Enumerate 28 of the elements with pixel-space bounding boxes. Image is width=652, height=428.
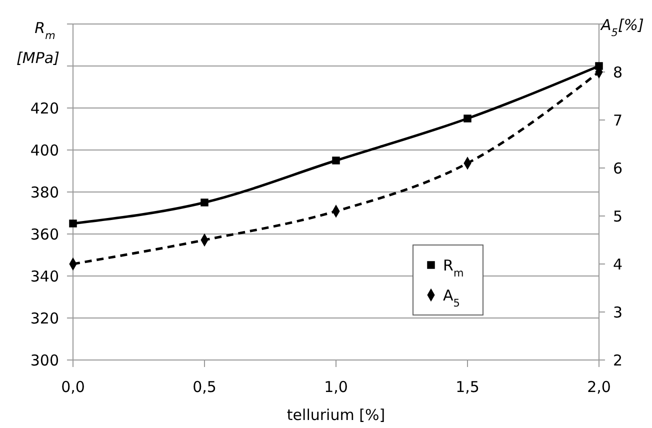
y2-axis-title: A$_{5}$[%] [600,16,644,39]
y-tick-label: 360 [30,225,59,244]
y-tick-label: 380 [30,183,59,202]
y-tick-label: 340 [30,267,59,286]
y-tick-label: 420 [30,99,59,118]
y2-tick-label: 5 [613,207,623,226]
y-tick-label: 320 [30,309,59,328]
legend-label: R$_{m}$ [443,256,464,280]
x-axis-title: tellurium [%] [286,406,386,424]
y2-tick-label: 3 [613,303,623,322]
y-tick-label: 400 [30,141,59,160]
x-tick-label: 1,5 [456,378,480,396]
y2-tick-label: 2 [613,351,623,370]
legend-label: A$_{5}$ [443,286,460,310]
point [69,220,77,228]
point [332,156,340,164]
y2-tick-label: 4 [613,255,623,274]
point [464,114,472,122]
x-tick-label: 1,0 [324,378,348,396]
x-tick-label: 2,0 [587,378,611,396]
y2-tick-label: 7 [613,111,623,130]
y2-tick-label: 6 [613,159,623,178]
x-tick-label: 0,0 [61,378,85,396]
point [200,198,208,206]
y-axis-title: R$_{m}$ [MPa] [16,19,60,67]
y2-tick-label: 8 [613,63,623,82]
y-tick-label: 300 [30,351,59,370]
x-tick-label: 0,5 [192,378,216,396]
